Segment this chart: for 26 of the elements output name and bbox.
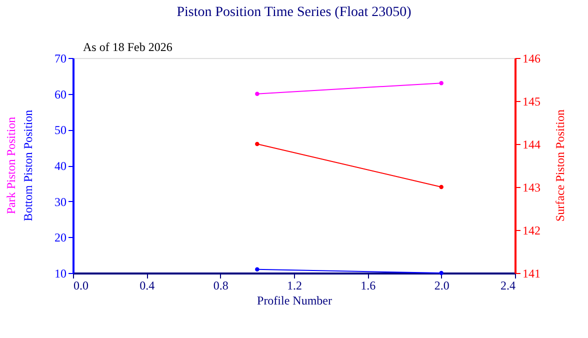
y-tick-label: 50 bbox=[54, 123, 66, 138]
x-tick-label: 0.8 bbox=[213, 278, 228, 292]
text: As of 18 Feb 2026 bbox=[83, 40, 172, 54]
y2-tick-label: 141 bbox=[522, 266, 540, 280]
y-tick-label: 40 bbox=[54, 159, 66, 173]
chart-title: Piston Position Time Series (Float 23050) bbox=[176, 5, 412, 20]
x-tick-label: 2.0 bbox=[434, 278, 450, 292]
y2-tick-label: 143 bbox=[522, 180, 540, 194]
x-axis-title: Profile Number bbox=[257, 294, 332, 308]
x-tick-label: 0.0 bbox=[74, 278, 88, 292]
y-tick-label: 60 bbox=[54, 87, 66, 102]
text: Park Piston Position bbox=[4, 116, 18, 214]
x-tick-label: 2.4 bbox=[500, 278, 516, 292]
text: Bottom Piston Position bbox=[21, 110, 35, 222]
text: Surface Piston Position bbox=[553, 109, 567, 222]
y2-tick-label: 146 bbox=[522, 52, 540, 66]
x-tick-label: 0.4 bbox=[140, 278, 155, 292]
y2-tick-label: 144 bbox=[522, 138, 540, 152]
x-tick-label: 1.6 bbox=[360, 278, 376, 292]
y-tick-label: 10 bbox=[54, 266, 66, 280]
x-tick-label: 1.2 bbox=[287, 278, 302, 292]
y-tick-label: 30 bbox=[54, 194, 66, 209]
y2-tick-label: 145 bbox=[522, 94, 540, 108]
y-tick-label: 70 bbox=[54, 52, 66, 66]
y-tick-label: 20 bbox=[54, 230, 66, 245]
y2-tick-label: 142 bbox=[522, 224, 540, 238]
